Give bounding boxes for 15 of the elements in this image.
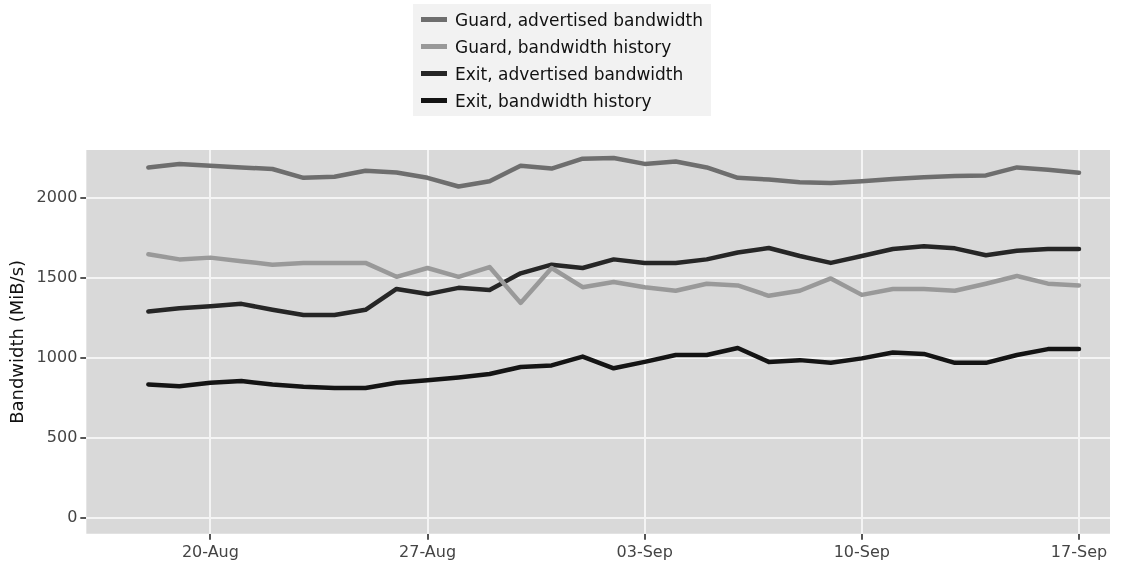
legend-label: Exit, advertised bandwidth bbox=[455, 63, 684, 84]
x-tick-label: 27-Aug bbox=[399, 541, 457, 561]
legend-label: Guard, advertised bandwidth bbox=[455, 9, 703, 30]
y-tick-label: 0 bbox=[67, 506, 78, 526]
y-tick-label: 1500 bbox=[36, 267, 78, 287]
y-tick-label: 2000 bbox=[36, 187, 78, 207]
x-tick-label: 10-Sep bbox=[833, 541, 890, 561]
x-tick-label: 03-Sep bbox=[616, 541, 673, 561]
y-tick-label: 500 bbox=[46, 427, 78, 447]
legend-label: Exit, bandwidth history bbox=[455, 90, 652, 111]
x-tick-label: 17-Sep bbox=[1050, 541, 1108, 561]
y-tick-label: 1000 bbox=[36, 347, 78, 367]
x-tick-label: 20-Aug bbox=[181, 541, 239, 561]
y-axis-title: Bandwidth (MiB/s) bbox=[6, 259, 28, 424]
legend-label: Guard, bandwidth history bbox=[455, 36, 672, 57]
